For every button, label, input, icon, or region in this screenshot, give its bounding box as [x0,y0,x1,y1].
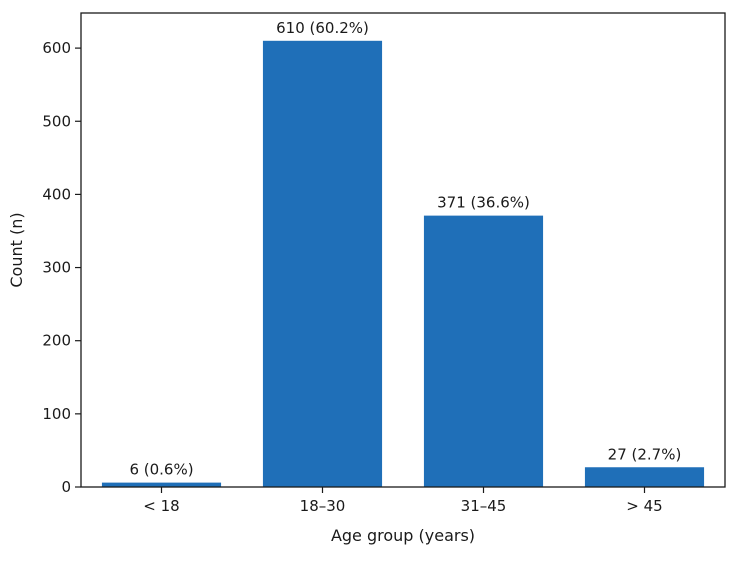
x-tick-label-3: > 45 [626,497,662,515]
x-tick-label-1: 18–30 [300,497,346,515]
y-tick-label-6: 600 [42,39,71,57]
bar-0 [101,482,222,487]
y-tick-label-1: 100 [42,405,71,423]
x-tick-label-2: 31–45 [461,497,507,515]
bar-data-label-0: 6 (0.6%) [129,461,193,479]
bar-data-label-3: 27 (2.7%) [608,445,682,463]
bar-1 [262,40,383,487]
bar-3 [584,467,705,487]
x-axis-ticks: < 18 18–30 31–45 > 45 [143,487,663,515]
y-tick-label-4: 400 [42,185,71,203]
bars-layer [101,40,705,488]
y-axis-title: Count (n) [7,212,26,287]
y-tick-label-2: 200 [42,332,71,350]
plot-frame [80,12,726,488]
x-tick-label-0: < 18 [143,497,179,515]
y-axis-ticks: 0 100 200 300 400 500 600 [42,39,81,496]
bar-2 [423,215,544,488]
data-labels-layer: 6 (0.6%) 610 (60.2%) 371 (36.6%) 27 (2.7%) [129,19,681,479]
bar-data-label-1: 610 (60.2%) [276,19,369,37]
y-tick-label-0: 0 [61,478,71,496]
y-tick-label-5: 500 [42,112,71,130]
bar-data-label-2: 371 (36.6%) [437,194,530,212]
y-tick-label-3: 300 [42,259,71,277]
x-axis-title: Age group (years) [331,526,475,545]
